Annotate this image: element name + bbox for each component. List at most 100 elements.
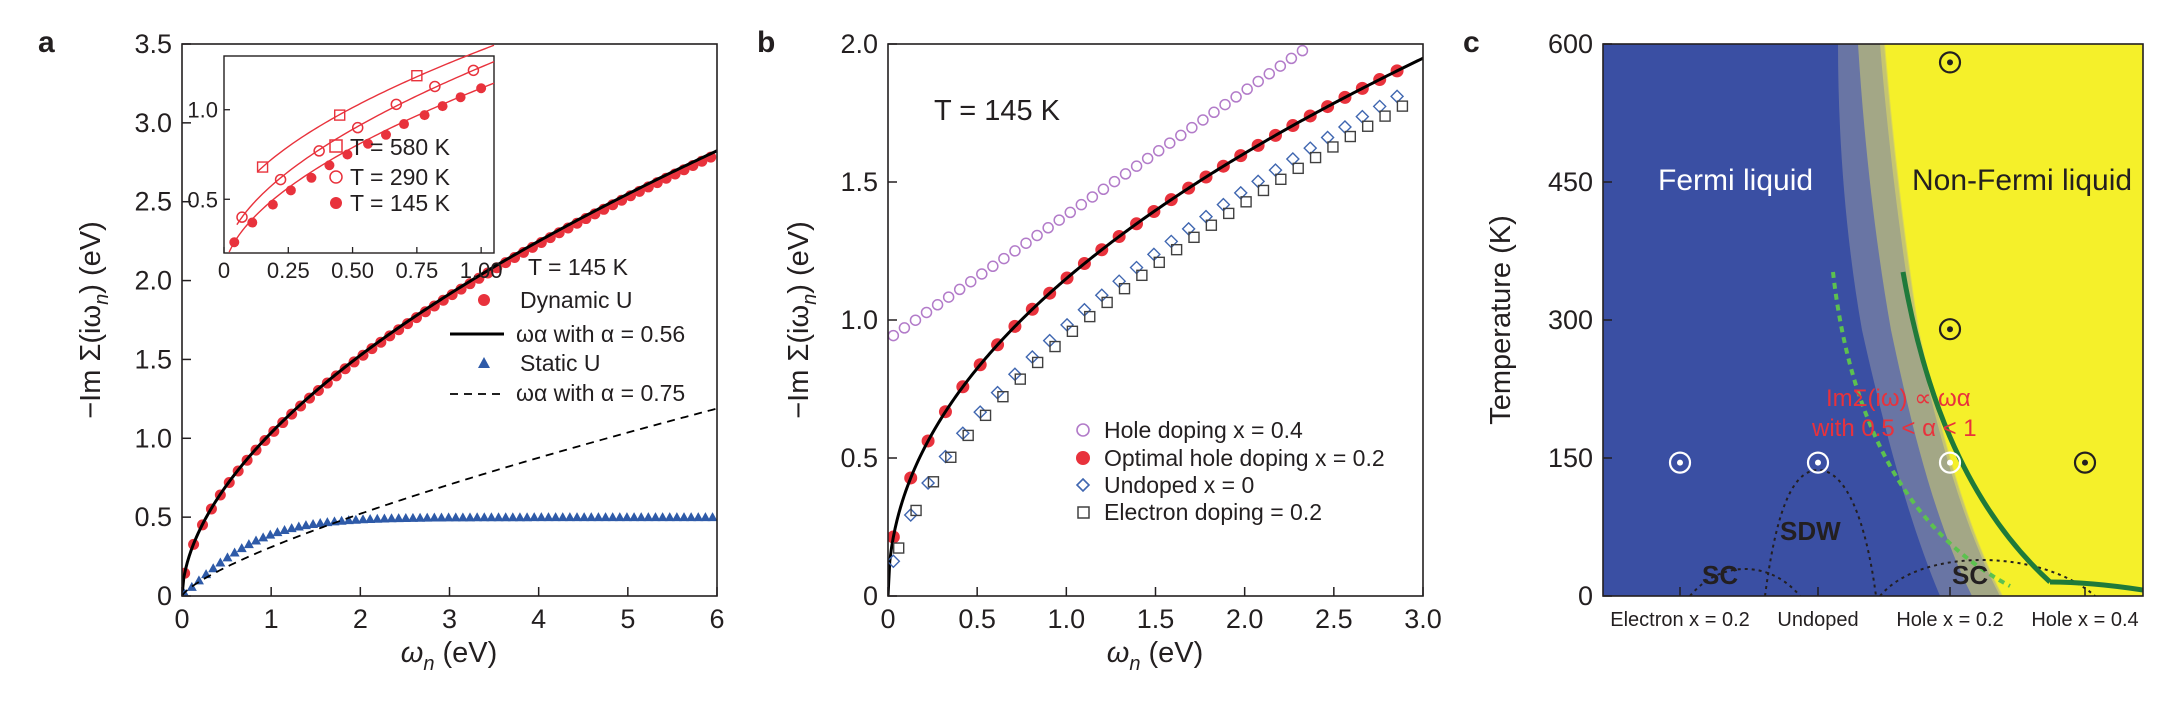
legend-dynamic: Dynamic U (520, 287, 632, 313)
data-point (186, 581, 197, 591)
y-tick-label: 2.0 (134, 266, 172, 296)
panel-a-ylabel: −Im Σ(iωn) (eV) (75, 221, 113, 419)
panel-a-temperature: T = 145 K (528, 254, 629, 280)
data-point (888, 554, 901, 569)
data-point (315, 517, 326, 527)
sdw-dome (1764, 468, 1877, 596)
crossover-solid-line (1900, 271, 2052, 584)
data-point (888, 329, 900, 342)
data-point (479, 512, 490, 522)
panel-c-ticks: 0 150 300 450 600 Electron x = 0.2 Undoped Hole… (1548, 29, 2139, 631)
data-point (1344, 130, 1357, 143)
data-point (258, 532, 269, 542)
data-point (643, 512, 654, 522)
data-point (493, 512, 504, 522)
data-point (274, 173, 287, 186)
y-tick-label: 1.5 (134, 344, 172, 374)
data-point (953, 283, 966, 296)
calculation-point-dot (1947, 59, 1953, 66)
data-point (1263, 68, 1276, 80)
x-tick-label: 3.0 (1404, 604, 1442, 634)
data-point (500, 512, 511, 522)
x-tick-label: 0 (880, 604, 895, 634)
data-point (308, 518, 319, 528)
data-point (351, 121, 364, 134)
data-point (998, 252, 1010, 265)
data-point (243, 539, 254, 549)
data-point (236, 543, 247, 553)
data-point (920, 306, 933, 319)
x-tick-label: 0 (174, 604, 189, 634)
data-point (979, 409, 992, 422)
data-point (1118, 282, 1131, 295)
data-point (267, 199, 278, 210)
data-point (300, 520, 311, 530)
legend-undoped: Undoped x = 0 (1104, 472, 1254, 498)
y-tick-label: 0.5 (134, 502, 172, 532)
y-tick-label: 300 (1548, 305, 1593, 335)
data-point (1031, 229, 1043, 242)
inset-x-tick-label: 0.50 (331, 258, 374, 283)
data-point (229, 547, 240, 557)
data-point (1285, 52, 1298, 65)
calculation-point (2073, 451, 2097, 474)
inset-marks (228, 44, 495, 253)
data-point (1296, 44, 1309, 57)
data-point (229, 237, 240, 248)
crossover-solid-tail (2049, 579, 2143, 593)
panel-b-ylabel: −Im Σ(iωn) (eV) (783, 221, 821, 419)
data-point (1064, 206, 1077, 219)
data-point (358, 514, 369, 524)
data-point (279, 525, 290, 535)
legend-dynamic-marker (478, 294, 490, 306)
legend-fit-static: ωα with α = 0.75 (516, 380, 685, 406)
data-point (372, 513, 383, 523)
data-point (1014, 373, 1026, 385)
data-point (306, 172, 317, 183)
panel-b: 0 0.5 1.0 1.5 2.0 2.5 3.0 0 0.5 1.0 1.5 2.0 T = 145… (783, 29, 1442, 675)
inset-legend-580k: T = 580 K (350, 134, 451, 160)
panel-a: 0 1 2 3 4 5 600.51.01.52.02.53.03.5 0 0.25 0.50 0… (75, 29, 725, 675)
inset-y-tick-label: 1.0 (187, 98, 218, 123)
legend-hole-04: Hole doping x = 0.4 (1104, 417, 1303, 443)
data-point (1136, 269, 1148, 282)
panel-a-frame (181, 43, 718, 597)
panel-b-xlabel-unit: (eV) (1140, 637, 1203, 669)
data-point (909, 314, 922, 326)
data-point (600, 512, 611, 522)
legend-electron: Electron doping = 0.2 (1104, 499, 1322, 525)
data-point (557, 512, 568, 522)
calculation-point (1938, 451, 1962, 474)
legend-hole02-marker (1076, 451, 1090, 465)
annotation-line-2: with 0.5 < α < 1 (1811, 415, 1977, 442)
legend-static: Static U (520, 350, 601, 376)
data-point (1152, 145, 1165, 157)
panel-a-inset: 0 0.25 0.50 0.75 1.00 0.5 1.0 T = 580 K T = 29… (187, 44, 503, 283)
x-tick-label: 6 (709, 604, 724, 634)
data-point (313, 145, 325, 157)
legend-static-marker (478, 357, 490, 368)
data-point (208, 563, 219, 573)
data-point (629, 512, 640, 522)
data-point (657, 512, 668, 522)
y-tick-label: 1.0 (840, 305, 878, 335)
data-point (1292, 162, 1304, 175)
data-point (1009, 245, 1021, 257)
data-point (1084, 310, 1096, 323)
x-tick-label: 0.5 (958, 604, 996, 634)
data-point (1274, 60, 1287, 72)
inset-frame (223, 55, 495, 254)
y-tick-label: 150 (1548, 443, 1593, 473)
inset-x-tick-label: 0 (218, 258, 230, 283)
panel-c-ylabel: Temperature (K) (1485, 215, 1517, 425)
sdw-dome-label: SDW (1780, 516, 1841, 546)
data-point (579, 512, 590, 522)
data-point (386, 513, 397, 523)
data-point (393, 513, 404, 523)
data-point (614, 512, 625, 522)
panel-b-temperature: T = 145 K (934, 95, 1061, 127)
x-tick-label: 2.5 (1315, 604, 1353, 634)
data-point (1175, 129, 1187, 142)
panel-b-ylabel-pre: −Im Σ(iω (783, 305, 815, 419)
panel-c-label: c (1463, 26, 1480, 59)
